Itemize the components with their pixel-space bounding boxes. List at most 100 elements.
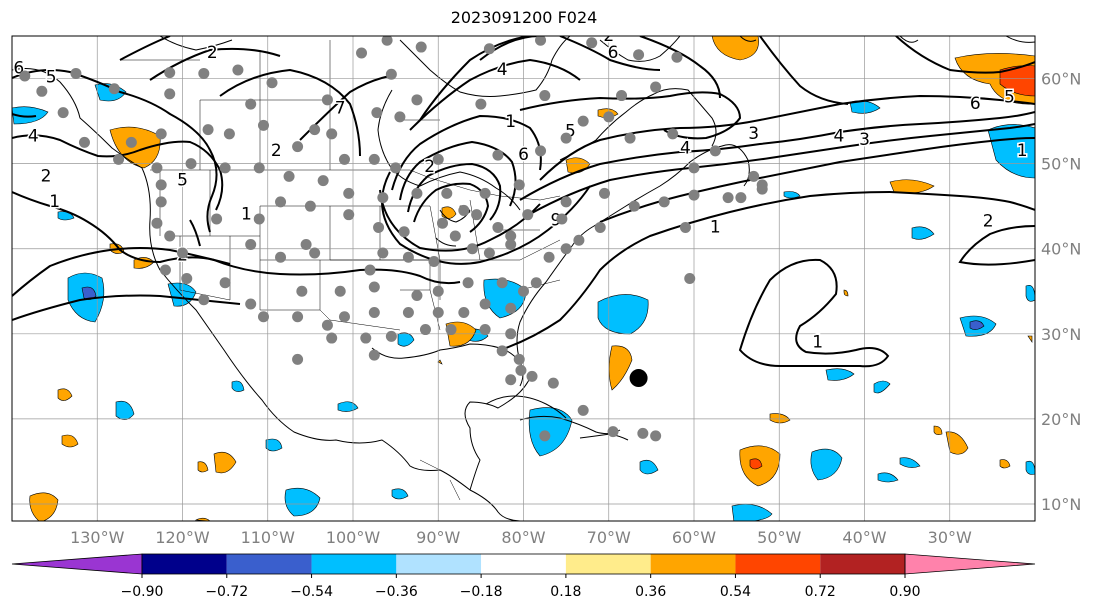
station-dot (326, 332, 338, 344)
lat-tick-label: 10°N (1041, 495, 1081, 514)
station-dot (598, 187, 610, 199)
contour-label: 2 (271, 141, 282, 161)
contour-label: 2 (41, 166, 52, 186)
lon-tick-label: 80°W (501, 528, 545, 547)
positive-anomaly-fills (29, 36, 1035, 521)
station-dot (449, 230, 461, 242)
station-dot (684, 273, 696, 284)
station-dot (607, 426, 619, 438)
latitude-tick-labels: 60°N 50°N 40°N 30°N 20°N 10°N (1041, 70, 1081, 514)
colorbar-tick-label: −0.90 (121, 584, 164, 600)
station-dot (633, 49, 645, 61)
station-dot (373, 221, 385, 233)
station-dot (309, 124, 321, 136)
station-dot (402, 307, 414, 319)
coastlines (12, 36, 1035, 521)
lon-tick-label: 70°W (587, 528, 631, 547)
station-dot (334, 285, 346, 297)
station-dot (364, 264, 376, 276)
station-dot (125, 136, 137, 148)
lat-tick-label: 30°N (1041, 325, 1081, 344)
colorbar-extend-high (904, 553, 1036, 575)
station-dot (296, 285, 308, 297)
station-dot (535, 36, 547, 46)
station-dot (543, 251, 555, 263)
station-dot (756, 183, 768, 195)
station-dot (155, 179, 167, 191)
colorbar-segment (735, 554, 821, 574)
station-dot (181, 273, 193, 284)
station-dot (385, 68, 397, 80)
lon-tick-label: 30°W (928, 528, 972, 547)
colorbar-segment (650, 554, 736, 574)
station-dot (394, 111, 406, 123)
contour-lines (12, 36, 1035, 368)
station-dot (479, 298, 491, 310)
lon-tick-label: 120°W (155, 528, 210, 547)
station-dot (343, 209, 355, 221)
station-dot (19, 70, 31, 82)
station-dot (667, 128, 679, 140)
contour-label: 1 (505, 112, 516, 132)
station-dot (245, 238, 257, 250)
lat-tick-label: 40°N (1041, 240, 1081, 259)
station-dot (535, 145, 547, 157)
station-dot (577, 115, 589, 127)
station-dot (650, 430, 662, 442)
lon-tick-label: 90°W (416, 528, 460, 547)
station-dot (475, 98, 487, 110)
station-dot (232, 64, 244, 76)
station-dot (441, 187, 453, 199)
contour-label: 5 (1004, 87, 1015, 107)
station-dot (445, 324, 457, 336)
contour-label: 7 (335, 98, 346, 118)
colorbar-fills (11, 553, 1036, 575)
station-dot (113, 153, 125, 165)
station-dot (547, 377, 559, 389)
station-dot (300, 238, 312, 250)
station-dot (275, 251, 287, 263)
station-dot (515, 364, 527, 376)
station-dot (283, 170, 295, 182)
station-dot (377, 247, 389, 259)
station-dot (257, 311, 269, 323)
observation-stations (19, 36, 768, 442)
station-dot (616, 90, 628, 102)
lat-tick-label: 20°N (1041, 410, 1081, 429)
station-dot (479, 187, 491, 199)
station-dot (151, 162, 163, 174)
contour-label: 1 (241, 205, 252, 225)
colorbar-tick-label: 0.36 (635, 584, 666, 600)
lat-tick-label: 50°N (1041, 155, 1081, 174)
station-dot (483, 43, 495, 55)
station-dot (381, 36, 393, 46)
station-dot (505, 328, 517, 340)
station-dot (368, 307, 380, 319)
station-dot (155, 196, 167, 208)
weather-map: 65421271462625941343651212215 130°W120°W… (11, 35, 1081, 547)
station-dot (679, 221, 691, 233)
station-dot (368, 153, 380, 165)
station-dot (402, 251, 414, 263)
colorbar-tick-label: −0.54 (290, 584, 333, 600)
station-dot (594, 221, 606, 233)
station-dot (556, 213, 568, 225)
station-dot (368, 349, 380, 361)
station-dot (304, 200, 316, 212)
station-dot (462, 277, 474, 289)
station-dot (245, 298, 257, 310)
station-dot (411, 94, 423, 106)
station-dot (36, 85, 48, 97)
colorbar-tick-label: −0.18 (460, 584, 503, 600)
lon-tick-label: 40°W (842, 528, 886, 547)
station-dot (539, 430, 551, 442)
station-dot (671, 51, 683, 63)
station-dot (722, 192, 734, 204)
station-dot (513, 353, 525, 365)
station-dot (253, 213, 265, 225)
contour-label: 3 (748, 124, 759, 144)
station-dot (637, 427, 649, 439)
contour-label: 4 (834, 126, 845, 146)
station-dot (658, 196, 670, 208)
station-dot (411, 187, 423, 199)
